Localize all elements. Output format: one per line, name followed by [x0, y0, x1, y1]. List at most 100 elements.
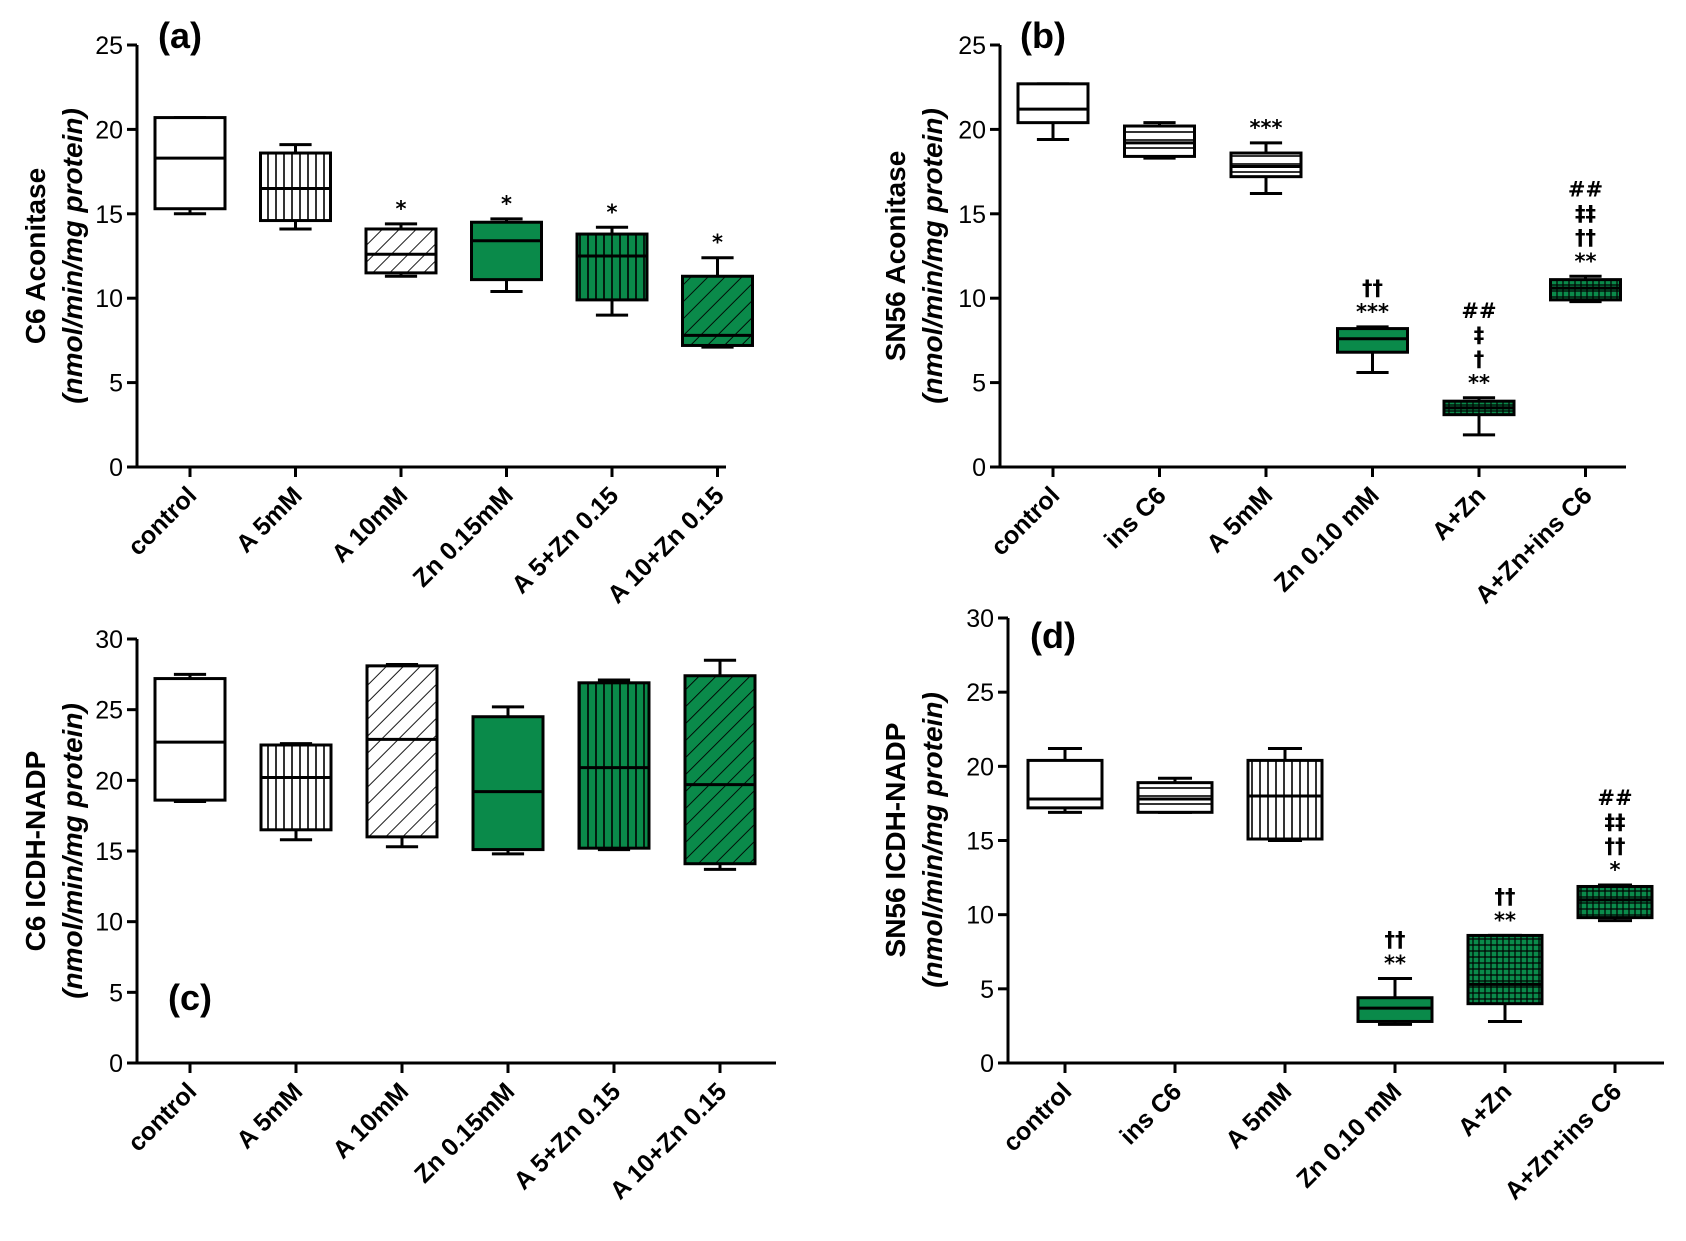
box-3: **††: [1356, 927, 1434, 1026]
box-fill: [155, 678, 225, 801]
x-tick-label: A+Zn: [1453, 1077, 1517, 1141]
box-4: **††: [1466, 884, 1544, 1023]
box-2: ***: [1229, 116, 1303, 196]
box-1: [259, 742, 333, 842]
y-tick-label: 0: [109, 454, 123, 482]
y-tick-label: 20: [966, 753, 994, 781]
y-tick-label: 5: [980, 976, 994, 1004]
box-5: *: [681, 231, 754, 349]
significance-mark: ††: [1362, 276, 1383, 300]
significance-mark: ‡‡: [1605, 810, 1626, 834]
panel-a: 0 5 10 15 20 25 C6 Aconitase (nmol/min/mg prote…: [20, 15, 754, 609]
box-5: **††‡‡##: [1549, 177, 1622, 304]
box-pattern: [1468, 935, 1542, 1004]
box-2: *: [364, 197, 438, 278]
significance-mark: ††: [1575, 225, 1596, 249]
x-tick-label: A 5+Zn 0.15: [508, 1077, 626, 1195]
x-tick-label: control: [123, 1077, 203, 1157]
significance-mark: ***: [1250, 116, 1283, 140]
box-fill: [471, 222, 542, 280]
box-outline: [1549, 278, 1622, 302]
y-tick-label: 5: [109, 979, 123, 1007]
x-tick-label: A 10mM: [326, 481, 413, 568]
box-fill: [1337, 328, 1408, 353]
x-tick-label: control: [986, 481, 1066, 561]
box-0: [153, 116, 227, 216]
x-tick-label: A 5mM: [1220, 1077, 1297, 1154]
y-tick-label: 25: [95, 32, 123, 60]
y-axis-unit: (nmol/min/mg protein): [917, 692, 948, 988]
box-3: *: [470, 192, 543, 293]
box-outline: [364, 227, 438, 275]
box-0: [1016, 82, 1090, 142]
box-outline: [1246, 758, 1324, 841]
y-tick-label: 15: [966, 828, 994, 856]
significance-mark: *: [712, 231, 723, 255]
significance-mark: ††: [1605, 834, 1626, 858]
y-tick-label: 0: [109, 1050, 123, 1078]
box-outline: [681, 274, 754, 347]
box-outline: [683, 674, 757, 866]
x-tick-label: Zn 0.15mM: [409, 1077, 520, 1188]
x-tick-label: A 5+Zn 0.15: [506, 481, 624, 599]
y-tick-label: 15: [95, 838, 123, 866]
x-tick-label: control: [123, 481, 203, 561]
significance-mark: †: [1474, 347, 1485, 371]
box-outline: [577, 681, 651, 850]
y-axis-title: C6 ICDH-NADP: [20, 751, 51, 952]
box-1: [259, 143, 332, 231]
box-pattern: [685, 675, 755, 864]
panel-b: 0 5 10 15 20 25 SN56 Aconitase (nmol/min/mg pro…: [880, 15, 1626, 609]
y-tick-label: 5: [109, 370, 123, 398]
box-2: [365, 662, 439, 849]
y-tick-label: 0: [972, 454, 986, 482]
significance-mark: ##: [1568, 177, 1603, 201]
box-outline: [1466, 933, 1544, 1006]
y-axis-title: C6 Aconitase: [20, 168, 51, 344]
y-axis-unit: (nmol/min/mg protein): [917, 108, 948, 404]
panel-tag: (d): [1030, 615, 1076, 656]
y-axis-unit: (nmol/min/mg protein): [57, 703, 88, 999]
box-outline: [470, 220, 543, 282]
x-tick-label: Zn 0.15mM: [408, 481, 519, 592]
y-tick-label: 15: [95, 201, 123, 229]
x-tick-label: control: [998, 1077, 1078, 1157]
box-pattern: [261, 745, 331, 830]
x-tick-label: A 10mM: [327, 1077, 414, 1164]
x-tick-label: A 5mM: [231, 481, 308, 558]
x-tick-label: Zn 0.10 mM: [1269, 481, 1385, 597]
x-tick-label: A+Zn: [1427, 481, 1491, 545]
box-outline: [153, 677, 227, 802]
significance-mark: ***: [1356, 300, 1389, 324]
y-tick-label: 15: [958, 201, 986, 229]
box-pattern: [260, 153, 331, 221]
y-tick-label: 25: [966, 679, 994, 707]
significance-mark: **: [1494, 908, 1516, 932]
x-tick-label: A 5mM: [231, 1077, 308, 1154]
box-1: [1136, 776, 1214, 814]
box-pattern: [579, 682, 649, 849]
box-0: [153, 672, 227, 804]
y-tick-label: 0: [980, 1050, 994, 1078]
panel-c: 0 5 10 15 20 25 30 C6 ICDH-NADP (nmol/min/mg pro…: [20, 626, 776, 1205]
y-tick-label: 25: [95, 697, 123, 725]
x-tick-label: Zn 0.10 mM: [1291, 1077, 1407, 1193]
y-tick-label: 10: [966, 902, 994, 930]
significance-mark: ##: [1461, 299, 1496, 323]
x-tick-label: ins C6: [1114, 1077, 1187, 1150]
box-fill: [155, 117, 225, 209]
box-4: **†‡##: [1442, 299, 1516, 437]
significance-mark: **: [1468, 371, 1490, 395]
y-tick-label: 10: [95, 285, 123, 313]
y-axis-title: SN56 Aconitase: [880, 151, 911, 362]
y-tick-label: 30: [966, 605, 994, 633]
box-pattern: [366, 228, 436, 273]
y-tick-label: 20: [95, 767, 123, 795]
box-outline: [471, 715, 545, 852]
panel-tag: (a): [158, 15, 202, 56]
box-3: [471, 705, 545, 856]
box-outline: [1576, 884, 1654, 920]
box-fill: [1018, 83, 1088, 123]
panel-tag: (b): [1020, 15, 1066, 56]
